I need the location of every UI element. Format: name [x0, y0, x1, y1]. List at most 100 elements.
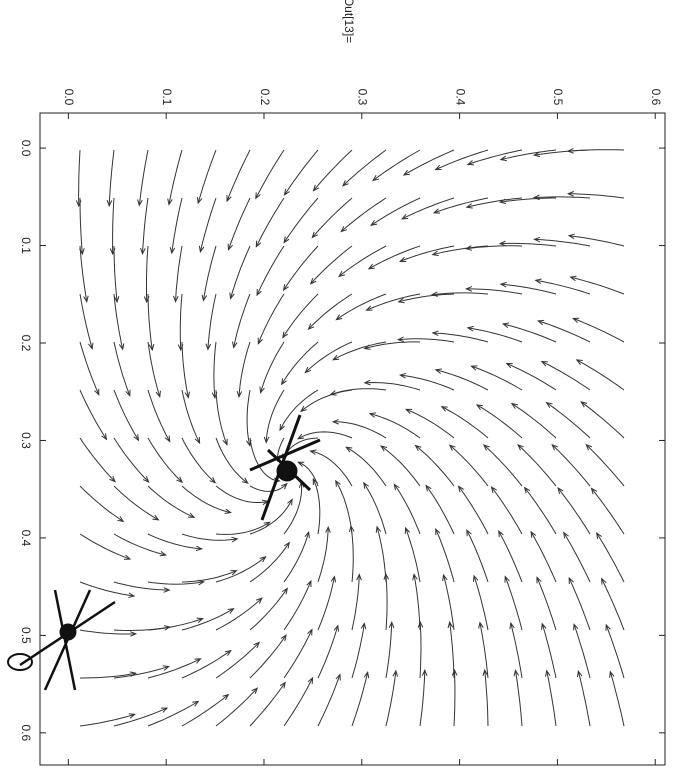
arrowhead — [282, 378, 287, 384]
streamline — [284, 678, 313, 726]
streamline — [406, 528, 420, 582]
streamline — [148, 438, 182, 482]
streamline — [301, 390, 352, 411]
streamline — [365, 342, 420, 349]
streamline — [518, 445, 556, 486]
streamline — [503, 324, 556, 342]
streamline — [148, 294, 152, 350]
streamline — [148, 342, 160, 397]
plot-frame — [40, 113, 665, 765]
streamline — [172, 198, 182, 253]
streamline — [450, 445, 488, 486]
streamline — [114, 708, 167, 726]
y-tick-label: 0.4 — [453, 89, 467, 106]
streamline — [466, 246, 522, 249]
streamline — [568, 150, 624, 152]
streamline — [80, 534, 130, 559]
streamline — [525, 488, 556, 534]
streamline — [416, 446, 455, 487]
streamline — [516, 670, 523, 726]
streamline — [256, 198, 284, 247]
streamline — [208, 294, 216, 349]
streamline — [536, 280, 590, 294]
arrowhead — [597, 533, 602, 539]
streamline — [400, 375, 454, 390]
streamline — [283, 294, 318, 337]
streamline — [485, 670, 488, 726]
streamline — [501, 284, 556, 294]
streamline — [80, 438, 115, 482]
streamline — [80, 198, 82, 254]
streamline — [370, 414, 420, 438]
y-tick-label: 0.0 — [62, 89, 76, 106]
streamline — [574, 624, 590, 678]
y-tick-label: 0.1 — [160, 89, 174, 106]
streamline — [336, 481, 352, 534]
streamline — [169, 150, 182, 204]
streamline — [400, 246, 454, 261]
chart: Out[13]= 0.00.10.20.30.40.50.60.00.10.20… — [0, 0, 696, 770]
streamline — [578, 671, 590, 726]
streamline — [467, 198, 522, 207]
streamline — [505, 577, 522, 630]
streamline — [606, 625, 624, 678]
streamline — [386, 574, 387, 630]
streamline — [377, 527, 386, 582]
streamline — [231, 246, 251, 299]
streamline — [346, 447, 386, 486]
streamline — [371, 198, 420, 225]
streamline — [468, 328, 522, 342]
y-tick-label: 0.6 — [649, 89, 663, 106]
x-tick-label: 0.3 — [19, 432, 33, 449]
x-tick-label: 0.6 — [19, 724, 33, 741]
streamline — [114, 534, 166, 555]
streamline — [282, 342, 318, 384]
streamline — [80, 390, 107, 439]
streamline — [180, 294, 182, 350]
streamline — [592, 488, 625, 534]
streamline — [256, 150, 284, 198]
streamline — [109, 150, 114, 206]
streamline — [414, 574, 420, 630]
streamline — [114, 294, 123, 349]
streamline — [80, 294, 92, 349]
streamline — [436, 529, 454, 582]
hand-marks — [8, 415, 320, 690]
streamline — [216, 557, 266, 582]
streamline — [80, 714, 135, 726]
streamline — [597, 533, 624, 582]
streamline — [399, 294, 454, 302]
streamline — [148, 582, 204, 584]
stream-field — [76, 148, 624, 726]
streamline — [80, 673, 136, 678]
streamline — [318, 675, 340, 727]
streamline — [381, 446, 420, 486]
streamline — [571, 277, 624, 294]
streamline — [477, 405, 522, 438]
streamline — [333, 342, 386, 360]
streamline — [311, 451, 353, 486]
streamline — [198, 150, 216, 203]
y-tick-label: 0.5 — [551, 89, 565, 106]
streamline — [471, 366, 522, 390]
streamline — [258, 294, 284, 344]
streamline — [318, 626, 338, 678]
arrowhead — [346, 447, 352, 452]
streamline — [531, 532, 556, 582]
streamline — [499, 531, 522, 582]
streamline — [547, 671, 556, 726]
streamline — [114, 342, 130, 396]
streamline — [114, 390, 139, 440]
streamline — [459, 486, 488, 534]
streamline — [484, 445, 522, 486]
streamline — [247, 390, 250, 446]
streamline — [569, 578, 590, 630]
streamline — [148, 701, 198, 726]
streamline — [148, 659, 201, 678]
streamline — [261, 342, 284, 393]
streamline — [280, 390, 318, 430]
streamline — [352, 575, 359, 630]
streamline — [343, 150, 386, 186]
streamline — [250, 588, 287, 630]
streamline — [569, 236, 624, 246]
